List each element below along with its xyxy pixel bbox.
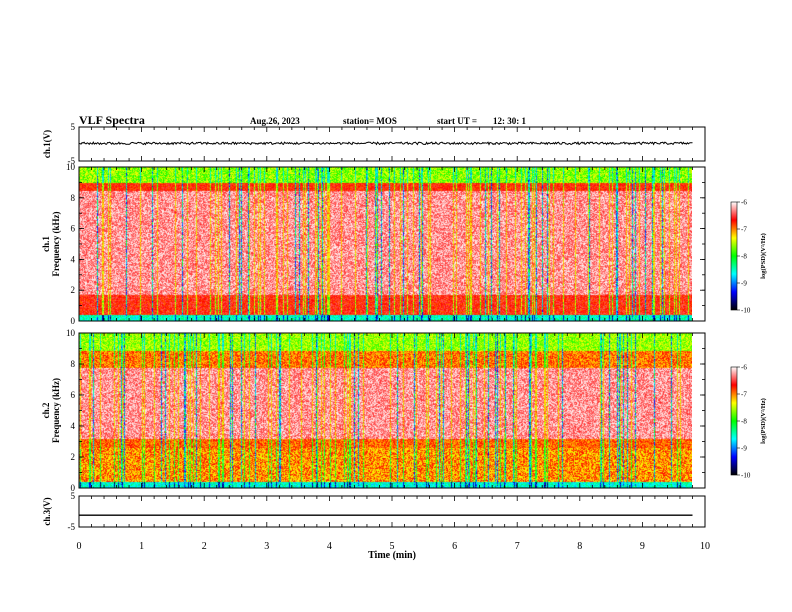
ch3_waveform-ylabel: ch.3(V) (42, 497, 52, 525)
x-tick-label: 3 (264, 541, 269, 552)
ch1_spectrum-ytick-label: 0 (71, 316, 76, 326)
chart-title: VLF Spectra (79, 113, 145, 127)
ch1_spectrum-colorbar-tick-label: -9 (741, 280, 747, 288)
ch1_spectrum-colorbar-tick-label: -7 (741, 226, 747, 234)
ch1_spectrum-colorbar-tick-label: -6 (741, 199, 747, 207)
station-label: station= MOS (343, 116, 397, 126)
x-tick-label: 8 (577, 541, 582, 552)
ch2_spectrum-ytick-label: 2 (71, 452, 76, 462)
ch1_spectrum-ytick-label: 8 (71, 193, 76, 203)
ch2_spectrum-ytick-label: 8 (71, 359, 76, 369)
x-tick-label: 10 (700, 541, 710, 552)
ch2_spectrum-colorbar-tick-label: -7 (741, 391, 747, 399)
ch1_spectrum-colorbar (730, 201, 738, 311)
ch1_spectrum-ytick-label: 2 (71, 285, 76, 295)
ch1_spectrum-heatmap-image (79, 167, 692, 321)
ch2_spectrum-ylabel-channel: ch.2 (41, 402, 51, 418)
x-tick-label: 7 (515, 541, 520, 552)
ch1_waveform-ylabel: ch.1(V) (42, 130, 52, 158)
ch1_spectrum-ytick-label: 4 (71, 254, 76, 264)
ch1_waveform-ytick-label: 5 (71, 122, 76, 132)
x-tick-label: 9 (640, 541, 645, 552)
x-tick-label: 4 (327, 541, 332, 552)
ch2_spectrum-colorbar-tick-label: -8 (741, 418, 747, 426)
ch2_spectrum-colorbar (730, 366, 738, 476)
ch2_spectrum-colorbar-tick-label: -10 (741, 472, 751, 480)
ch2_spectrum-colorbar-tick-label: -9 (741, 445, 747, 453)
heatmap-layer (79, 167, 692, 488)
ch1_spectrum-colorbar-tick-label: -10 (741, 307, 751, 315)
date-label: Aug.26, 2023 (250, 116, 300, 126)
ch2_spectrum-ytick-label: 10 (66, 328, 76, 338)
ch2_spectrum-ytick-label: 0 (71, 483, 76, 493)
start-ut-value: 12: 30: 1 (493, 116, 526, 126)
ch2_spectrum-colorbar-tick-label: -6 (741, 364, 747, 372)
ch3_waveform-ytick-label: -5 (68, 522, 76, 532)
ch2_spectrum-colorbar-label: log(PSD)(V²/Hz) (760, 398, 767, 444)
ch1_spectrum-ytick-label: 10 (66, 162, 76, 172)
ch3_waveform-ytick-label: 5 (71, 491, 76, 501)
colorbar-layer: -6 -7 -8 -9 -10 log(PSD)(V²/Hz) -6 -7 -8 -9 -10 log… (730, 199, 767, 480)
x-tick-label: 2 (202, 541, 207, 552)
axes-layer (78, 126, 706, 528)
ch1_spectrum-colorbar-label: log(PSD)(V²/Hz) (760, 233, 767, 279)
ch2_spectrum-heatmap-image (79, 333, 692, 488)
ch1_waveform-trace (78, 141, 693, 146)
x-tick-label: 6 (452, 541, 457, 552)
x-tick-label: 1 (139, 541, 144, 552)
ch2_spectrum-ytick-label: 6 (71, 390, 76, 400)
ch1_spectrum-ytick-label: 6 (71, 224, 76, 234)
x-tick-label: 0 (77, 541, 82, 552)
ch1_spectrum-ylabel: Frequency (kHz) (51, 211, 61, 276)
waveform-layer (78, 141, 693, 516)
x-tick-label: 5 (390, 541, 395, 552)
ch2_spectrum-ylabel: Frequency (kHz) (51, 378, 61, 443)
start-ut-label: start UT = (437, 116, 477, 126)
ch1_waveform-ytick-label: -5 (68, 156, 76, 166)
x-axis-label: Time (min) (368, 550, 416, 561)
ch1_spectrum-colorbar-tick-label: -8 (741, 253, 747, 261)
ch2_spectrum-ytick-label: 4 (71, 421, 76, 431)
ch1_spectrum-ylabel-channel: ch.1 (41, 236, 51, 252)
